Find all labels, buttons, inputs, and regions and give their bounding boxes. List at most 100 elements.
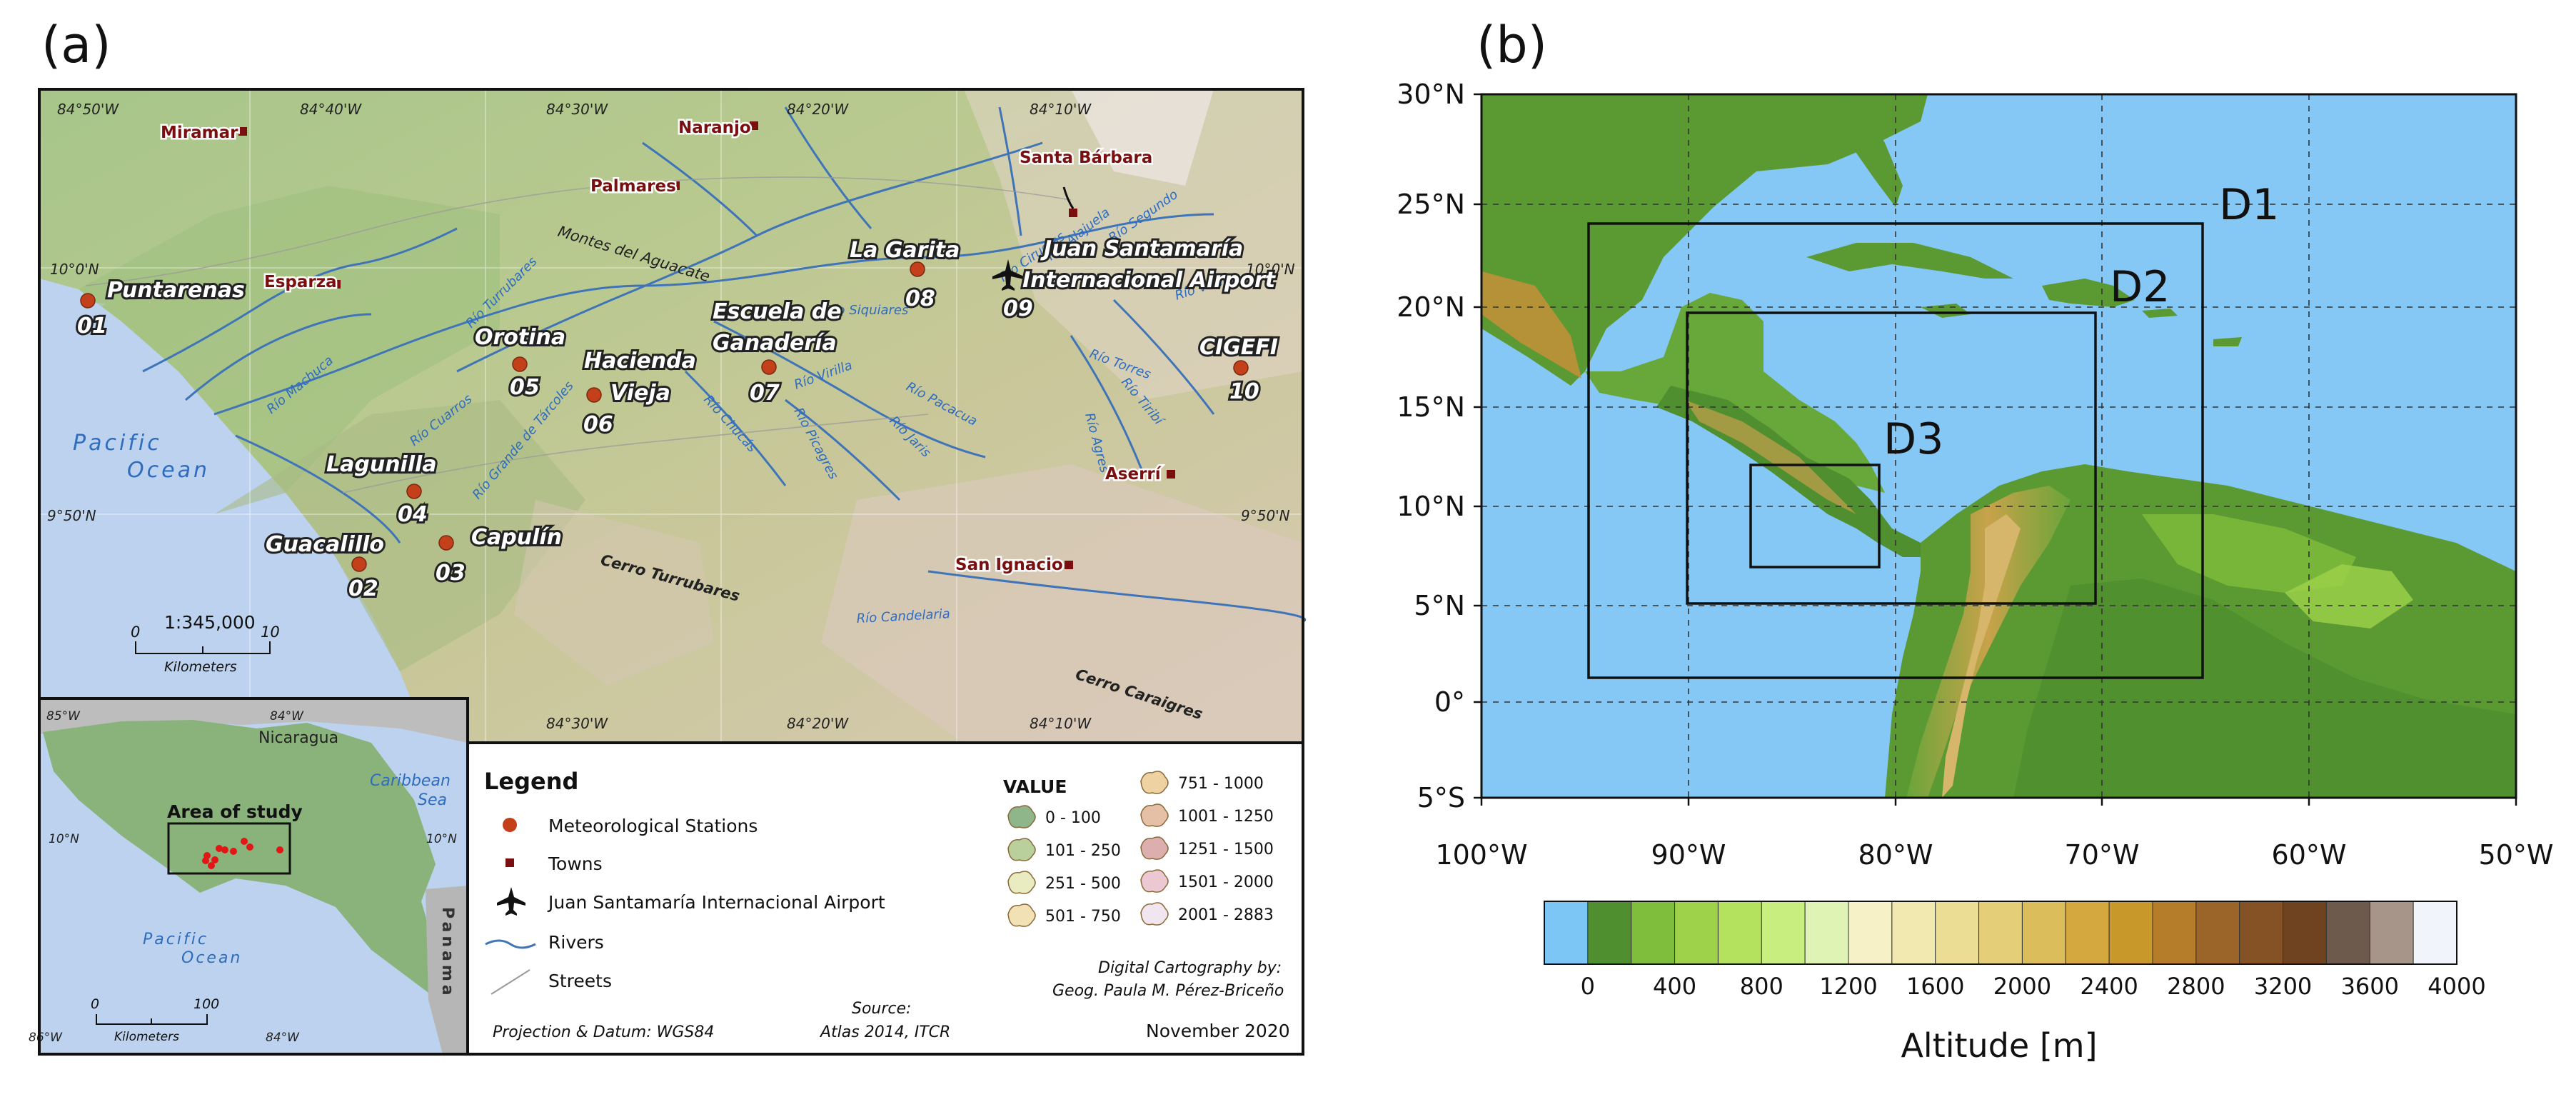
colorbar-segment	[1804, 901, 1849, 965]
value-swatch	[1007, 903, 1036, 927]
inset-area-of-study: Area of study	[167, 801, 303, 822]
lon-tick-80w: 80°W	[1858, 839, 1933, 871]
lon-tick-60w: 60°W	[2272, 839, 2347, 871]
domain-d2-box	[1686, 311, 2097, 605]
value-swatches: 0 - 100 101 - 250 251 - 500 501 - 750 751 - …	[1007, 771, 1274, 927]
inset-panama: Panama	[438, 907, 456, 999]
towns	[238, 121, 1175, 569]
station-marker	[910, 261, 925, 277]
pacific-ocean	[39, 279, 428, 743]
legend-town-symbol	[505, 858, 514, 867]
ocean-label-1: Pacific	[73, 431, 162, 456]
domain-d3-box	[1749, 464, 1881, 568]
graticule-top-2: 84°40'W	[300, 101, 362, 118]
value-swatch	[1140, 869, 1169, 893]
colorbar-segment	[2152, 901, 2197, 965]
lat-tick-25n: 25°N	[1397, 189, 1465, 220]
station-id-02: 02	[348, 576, 378, 601]
lat-tick-15n: 15°N	[1397, 391, 1465, 423]
town-label-naranjo: Naranjo	[678, 119, 751, 137]
inset-nicaragua: Nicaragua	[258, 729, 338, 747]
value-class-label: 2001 - 2883	[1178, 906, 1274, 924]
value-swatch	[1140, 836, 1169, 860]
colorbar-segment	[1891, 901, 1936, 965]
value-class-label: 251 - 500	[1045, 875, 1121, 893]
legend-title: Legend	[484, 768, 578, 795]
domain-boxes	[1587, 222, 2204, 679]
credit-line-1: Digital Cartography by:	[1098, 959, 1282, 977]
town-marker	[750, 121, 758, 130]
domain-label-d2: D2	[2110, 262, 2170, 312]
station-id-01: 01	[77, 314, 107, 339]
legend: Legend Meteorological Stations Towns Jua…	[469, 744, 1302, 1053]
lon-tick-100w: 100°W	[1435, 839, 1527, 871]
colorbar-segment	[1848, 901, 1893, 965]
town-marker	[1167, 470, 1175, 479]
domain-label-d1: D1	[2219, 180, 2279, 230]
rivers	[142, 106, 1307, 623]
lat-right-2: 9°50'N	[1241, 507, 1290, 524]
colorbar-tick-label: 3600	[2341, 973, 2399, 1000]
legend-date: November 2020	[1146, 1021, 1290, 1041]
town-label-aserri: Aserrí	[1105, 465, 1162, 484]
town-label-santa-barbara: Santa Bárbara	[1020, 149, 1152, 167]
legend-station-symbol	[503, 818, 517, 832]
station-label-juan-santamaria: Juan Santamaría	[1040, 236, 1243, 261]
inset-pacific-2: Ocean	[181, 949, 242, 967]
domain-label-d3: D3	[1883, 414, 1943, 464]
station-label-vieja: Vieja	[610, 381, 670, 406]
colorbar-ticks: 0 400 800 1200 1600 2000 2400 2800 3200 3600 4000	[1581, 973, 2486, 1000]
inset-lon-bottom-2: 84°W	[266, 1031, 300, 1045]
panel-a-label: (a)	[41, 16, 111, 74]
main-map	[39, 89, 1303, 743]
town-label-esparza: Esparza	[264, 273, 337, 291]
inset-lon-top-1: 85°W	[46, 709, 81, 723]
station-id-07: 07	[750, 381, 780, 406]
station-marker	[1233, 360, 1249, 376]
colorbar-tick-label: 2800	[2167, 973, 2225, 1000]
panel-a-map: 84°50'W 84°40'W 84°30'W 84°20'W 84°10'W …	[29, 88, 1307, 1056]
lat-right-1: 10°0'N	[1246, 261, 1295, 278]
station-id-06: 06	[583, 412, 613, 437]
colorbar-label: Altitude [m]	[1901, 1026, 2097, 1065]
colorbar-segment	[2283, 901, 2327, 965]
station-marker	[406, 484, 422, 499]
lat-tick-0: 0°	[1434, 686, 1465, 718]
altitude-colorbar	[1544, 901, 2457, 965]
colorbar-tick-label: 1200	[1819, 973, 1877, 1000]
area-of-study-box	[167, 822, 291, 875]
colorbar-tick-label: 800	[1740, 973, 1783, 1000]
colorbar-tick-label: 400	[1653, 973, 1696, 1000]
lat-tick-10n: 10°N	[1397, 491, 1465, 522]
value-class-label: 1001 - 1250	[1178, 808, 1274, 826]
stations	[80, 261, 1249, 572]
panel-b-map: D1 D2 D3 30°N 25°N 20°N 15°N 10°N 5°N 0°…	[1397, 79, 2553, 1065]
scale-start: 0	[131, 623, 140, 641]
value-class-label: 751 - 1000	[1178, 775, 1264, 793]
inset-scale-end: 100	[193, 996, 219, 1012]
domain-d1-box	[1587, 222, 2204, 679]
lat-tick-20n: 20°N	[1397, 291, 1465, 323]
station-id-04: 04	[398, 502, 428, 527]
colorbar-segment	[1978, 901, 2023, 965]
legend-river-symbol	[485, 939, 536, 949]
station-id-09: 09	[1003, 296, 1033, 321]
scale-ratio: 1:345,000	[164, 612, 256, 633]
ocean-label-2: Ocean	[127, 458, 210, 483]
station-label-capulin: Capulín	[471, 525, 562, 550]
town-marker	[1065, 561, 1073, 569]
source-line-1: Source:	[852, 1000, 911, 1018]
station-marker	[438, 535, 454, 551]
station-label-hacienda: Hacienda	[584, 349, 696, 374]
lat-tick-30n: 30°N	[1397, 79, 1465, 110]
inset-caribbean-1: Caribbean	[370, 772, 451, 790]
colorbar-tick-label: 2000	[1993, 973, 2051, 1000]
station-id-10: 10	[1229, 379, 1259, 404]
colorbar-segment	[1717, 901, 1762, 965]
graticule-top-5: 84°10'W	[1030, 101, 1092, 118]
town-marker	[671, 181, 680, 190]
scale-unit: Kilometers	[164, 659, 237, 675]
town-label-palmares: Palmares	[590, 177, 676, 196]
legend-airplane-icon	[497, 887, 525, 916]
colorbar-tick-label: 2400	[2080, 973, 2138, 1000]
